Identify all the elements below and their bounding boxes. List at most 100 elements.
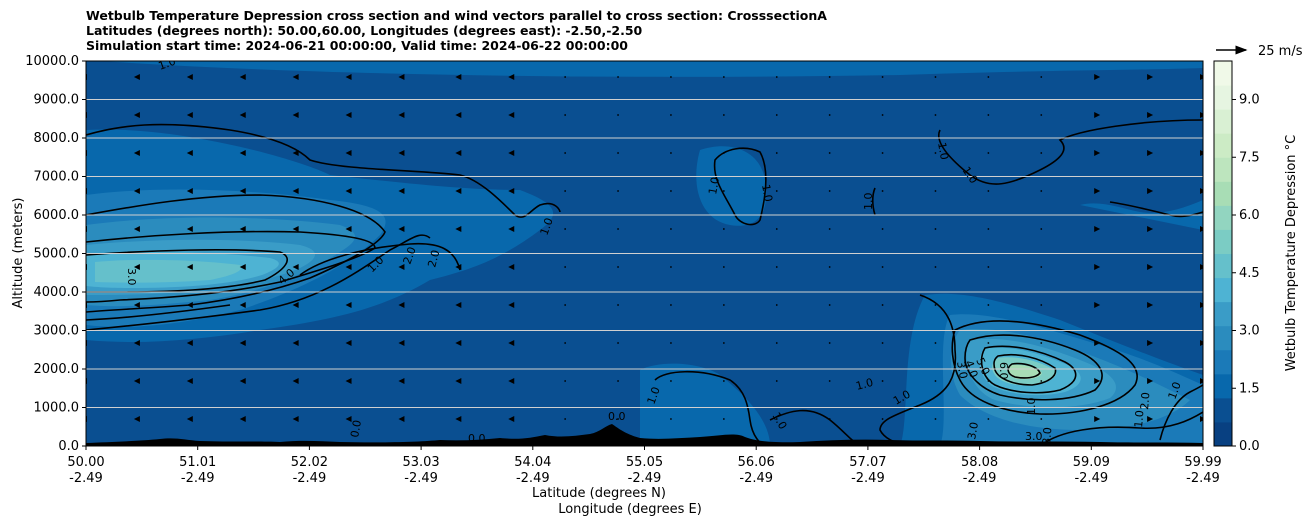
wind-vector [1040, 266, 1043, 268]
contour-line [993, 353, 1057, 386]
wind-vector [617, 228, 619, 230]
y-tick-label: 1000.0 [34, 401, 80, 416]
contour-lines [86, 119, 1203, 446]
contour-line [769, 409, 861, 446]
wind-vector [722, 418, 725, 420]
terrain [86, 424, 1203, 446]
wind-vector [292, 264, 299, 270]
colorbar-band [1214, 253, 1232, 279]
colorbar-band [1214, 421, 1232, 447]
wind-vector [398, 112, 405, 118]
wind-vector [292, 302, 299, 308]
wind-vector [455, 340, 462, 346]
wind-vector [722, 190, 725, 192]
chart-title: Wetbulb Temperature Depression cross sec… [86, 8, 827, 53]
contour-label: 3.0 [125, 268, 138, 286]
colorbar-tick-label: 0.0 [1239, 439, 1260, 454]
contour-line [980, 345, 1077, 394]
wind-vector [934, 266, 937, 268]
wind-vector [722, 304, 725, 306]
wind-vector [828, 418, 831, 420]
wind-vector [398, 226, 405, 232]
wind-vector [345, 416, 352, 422]
wind-vector [881, 76, 884, 78]
wind-vector [564, 380, 567, 382]
wind-vectors [86, 74, 1203, 422]
wind-vector [670, 114, 672, 116]
x-tick-label-lon: -2.49 [851, 471, 885, 486]
wind-vector [508, 416, 515, 422]
colorbar-band [1214, 301, 1232, 327]
contour-label: 1.0 [759, 183, 775, 202]
wind-vector [934, 304, 937, 306]
colorbar-band [1214, 373, 1232, 399]
wind-vector [987, 114, 990, 116]
wind-vector [292, 74, 299, 80]
wind-vector [186, 340, 193, 346]
wind-vector [775, 266, 778, 268]
wind-vector [1040, 114, 1043, 116]
wind-vector [934, 380, 937, 382]
wind-vector [881, 114, 884, 116]
contour-line [951, 320, 1138, 415]
wind-vector [617, 342, 619, 344]
wind-vector [828, 76, 831, 78]
wind-vector [617, 380, 619, 382]
y-tick-label: 2000.0 [34, 362, 80, 377]
wind-vector [292, 150, 299, 156]
contour-label: 3.0 [954, 360, 970, 379]
wind-vector [564, 304, 567, 306]
x-tick-label-lat: 55.05 [626, 455, 663, 470]
wind-vector [292, 188, 299, 194]
x-tick-label-lon: -2.49 [963, 471, 997, 486]
plot-area: 1.0 1.0 1.0 1.0 1.0 1.0 1.0 1.0 2.0 2.0 … [86, 61, 1203, 446]
wind-vector [775, 114, 778, 116]
wind-vector [775, 190, 778, 192]
wind-vector [186, 302, 193, 308]
wind-vector [987, 152, 990, 154]
wind-vector [1040, 190, 1043, 192]
y-tick-label: 8000.0 [34, 131, 80, 146]
wind-vector [455, 112, 462, 118]
wind-vector [508, 150, 515, 156]
wind-vector [398, 416, 405, 422]
wind-vector [1147, 188, 1154, 194]
y-tick-label: 5000.0 [34, 247, 80, 262]
wind-vector [398, 378, 405, 384]
colorbar-band [1214, 109, 1232, 134]
wind-vector [1040, 418, 1043, 420]
wind-vector [1147, 378, 1154, 384]
colorbar-band [1214, 325, 1232, 351]
contour-label: 1.0 [862, 193, 875, 211]
wind-vector [934, 190, 937, 192]
wind-vector [186, 226, 193, 232]
wind-vector [775, 304, 778, 306]
contour-line [871, 187, 876, 216]
y-tick-label: 9000.0 [34, 93, 80, 108]
wind-vector [239, 340, 246, 346]
wind-vector [1040, 380, 1043, 382]
wind-vector [508, 226, 515, 232]
wind-vector [239, 264, 246, 270]
wind-vector [987, 76, 990, 78]
colorbar-frame [1213, 60, 1233, 447]
x-tick-label-lon: -2.49 [293, 471, 327, 486]
wind-vector [617, 152, 619, 154]
quiver-key: 25 m/s [1216, 44, 1303, 59]
y-tick-label: 0.0 [58, 439, 79, 454]
wind-vector [828, 304, 831, 306]
y-tick-label: 3000.0 [34, 324, 80, 339]
wind-vector [722, 152, 725, 154]
wind-vector [508, 302, 515, 308]
x-axis-label-latitude: Latitude (degrees N) [532, 486, 666, 501]
wind-vector [133, 264, 140, 270]
wind-vector [670, 304, 672, 306]
wind-vector [934, 418, 937, 420]
title-line-3: Simulation start time: 2024-06-21 00:00:… [86, 38, 628, 53]
wind-vector [186, 74, 193, 80]
wind-vector [881, 342, 884, 344]
wind-vector [1094, 226, 1101, 232]
wind-vector [292, 112, 299, 118]
wind-vector [722, 76, 725, 78]
